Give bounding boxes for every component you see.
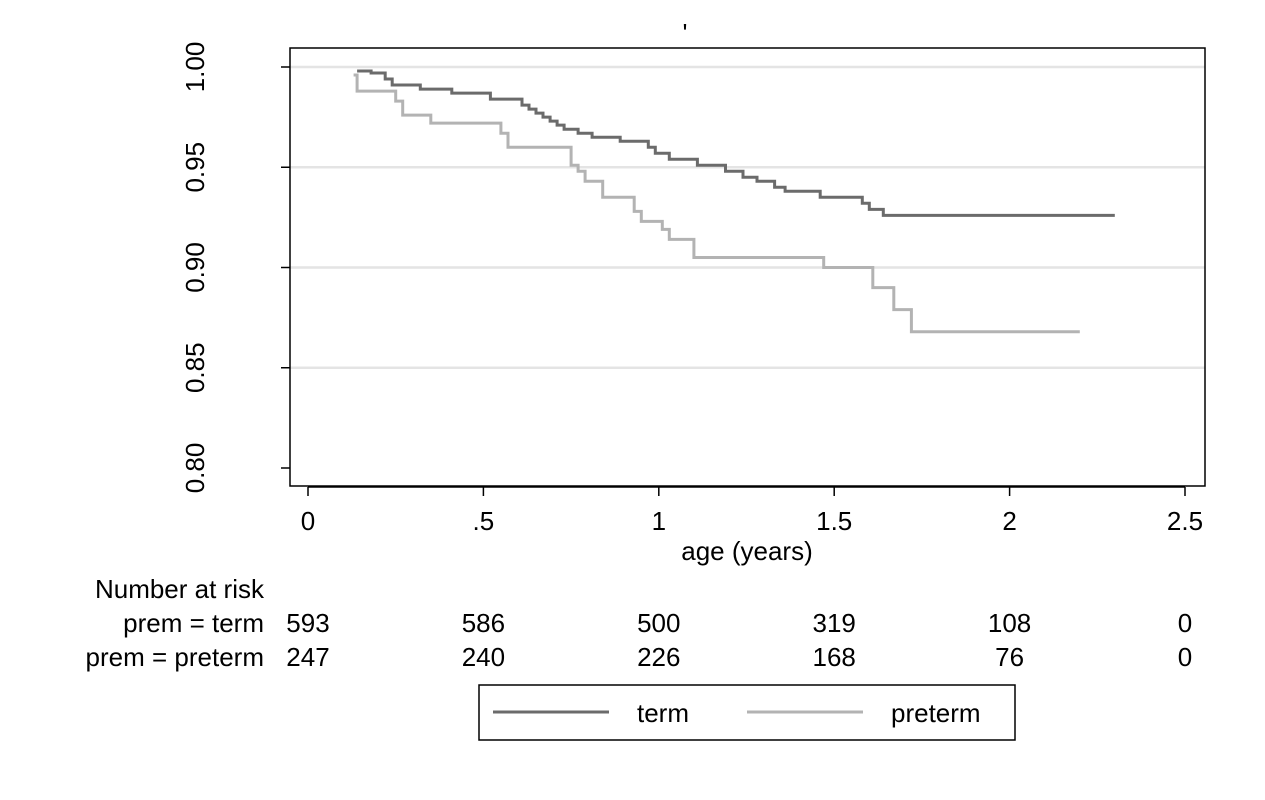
- risk-row-label-preterm: prem = preterm: [86, 642, 264, 672]
- risk-value-1-4: 76: [995, 642, 1024, 672]
- x-tick-label-0: 0: [301, 506, 315, 536]
- risk-values: 593 586 500 319 108 0 247 240 226 168 76 0: [286, 608, 1192, 672]
- risk-value-1-5: 0: [1178, 642, 1192, 672]
- risk-value-1-3: 168: [813, 642, 856, 672]
- legend-label-preterm: preterm: [891, 698, 981, 728]
- risk-table-title: Number at risk: [95, 574, 265, 604]
- x-tick-label-2: 1: [652, 506, 666, 536]
- y-tick-label-3: 0.95: [180, 142, 210, 193]
- risk-value-0-3: 319: [813, 608, 856, 638]
- risk-value-0-4: 108: [988, 608, 1031, 638]
- y-tick-label-1: 0.85: [180, 342, 210, 393]
- x-tick-label-3: 1.5: [816, 506, 852, 536]
- y-tick-label-4: 1.00: [180, 42, 210, 93]
- risk-value-0-1: 586: [462, 608, 505, 638]
- y-axis: 0.80 0.85 0.90 0.95 1.00: [180, 42, 290, 494]
- risk-value-1-1: 240: [462, 642, 505, 672]
- risk-value-1-0: 247: [286, 642, 329, 672]
- x-axis: 0 .5 1 1.5 2 2.5: [301, 486, 1203, 536]
- legend-label-term: term: [637, 698, 689, 728]
- x-tick-label-1: .5: [473, 506, 495, 536]
- x-tick-label-5: 2.5: [1167, 506, 1203, 536]
- risk-value-1-2: 226: [637, 642, 680, 672]
- x-tick-label-4: 2: [1002, 506, 1016, 536]
- risk-value-0-5: 0: [1178, 608, 1192, 638]
- risk-table: Number at risk prem = term prem = preter…: [86, 574, 1193, 672]
- risk-value-0-2: 500: [637, 608, 680, 638]
- y-tick-label-2: 0.90: [180, 242, 210, 293]
- series-line-preterm: [353, 73, 1080, 334]
- risk-value-0-0: 593: [286, 608, 329, 638]
- series-line-term: [357, 69, 1115, 217]
- x-axis-label: age (years): [681, 536, 813, 566]
- risk-row-label-term: prem = term: [123, 608, 264, 638]
- chart-title: ': [683, 18, 688, 48]
- y-tick-label-0: 0.80: [180, 443, 210, 494]
- gridlines: [290, 65, 1205, 369]
- legend: term preterm: [478, 684, 1016, 741]
- survival-curves: [353, 69, 1115, 334]
